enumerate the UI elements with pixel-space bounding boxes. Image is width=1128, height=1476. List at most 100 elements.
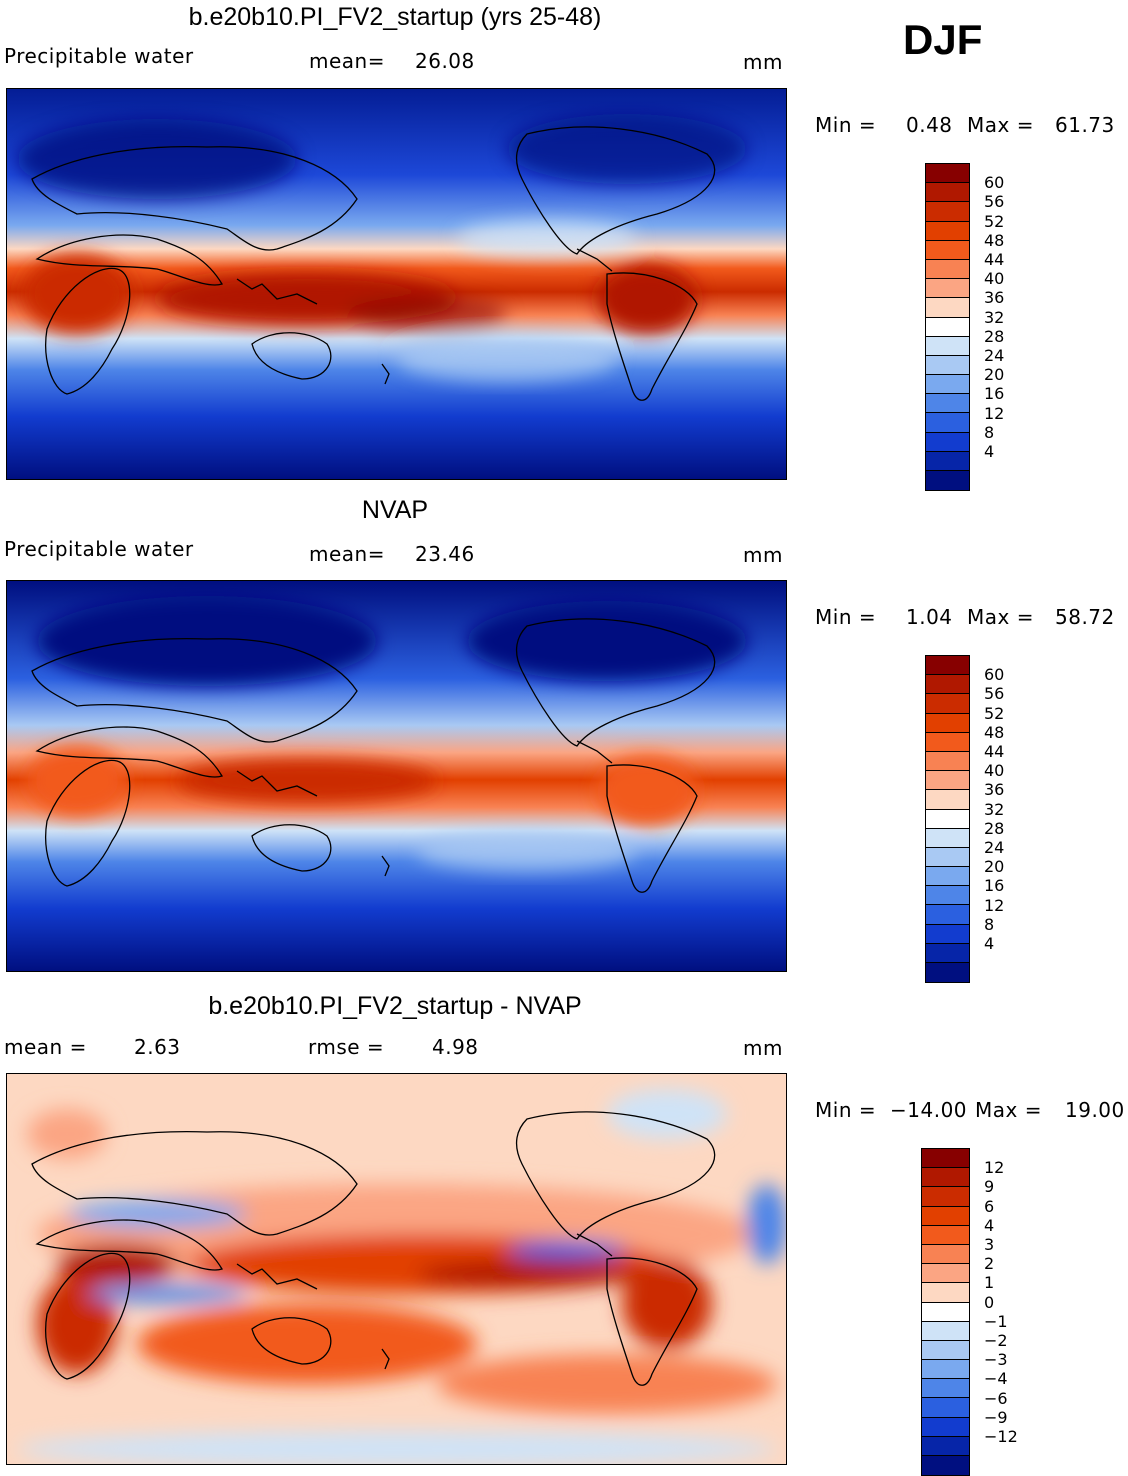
panel-3-rmse-value: 4.98 <box>432 1035 479 1059</box>
panel-2-colorbar <box>925 655 970 984</box>
colorbar-tick-label: 12 <box>984 895 1005 915</box>
colorbar-segment <box>926 202 969 222</box>
colorbar-segment <box>926 809 969 829</box>
panel-1-mean-label: mean= <box>309 49 385 73</box>
colorbar-segment <box>926 732 969 752</box>
colorbar-tick-label: 28 <box>984 326 1005 346</box>
colorbar-segment <box>926 471 969 491</box>
panel-2-units: mm <box>743 543 783 567</box>
colorbar-segment <box>926 221 969 241</box>
colorbar-tick-label: 24 <box>984 838 1005 857</box>
colorbar-tick-label: 48 <box>984 722 1005 742</box>
colorbar-segment <box>922 1168 969 1188</box>
colorbar-tick-label: 1 <box>984 1273 995 1293</box>
panel-3-min-value: −14.00 <box>890 1098 968 1122</box>
colorbar-segment <box>926 675 969 695</box>
colorbar-segment <box>926 656 969 676</box>
colorbar-tick-label: 60 <box>984 665 1005 685</box>
colorbar-segment <box>922 1417 969 1437</box>
colorbar-tick-label: 60 <box>984 173 1005 193</box>
colorbar-segment <box>926 751 969 772</box>
colorbar-tick-label: 6 <box>984 1196 995 1216</box>
colorbar-tick-label: 16 <box>984 876 1005 896</box>
colorbar-tick-label: 12 <box>984 1158 1005 1178</box>
colorbar-tick-label: 2 <box>984 1254 995 1274</box>
colorbar-tick-label: 56 <box>984 684 1005 704</box>
panel-2-max-value: 58.72 <box>1055 605 1115 629</box>
colorbar-segment <box>926 394 969 414</box>
colorbar-segment <box>926 298 969 318</box>
panel-1-variable-label: Precipitable water <box>4 44 194 68</box>
colorbar-tick-label: 44 <box>984 250 1005 269</box>
colorbar-tick-label: 52 <box>984 211 1005 231</box>
colorbar-tick-label: −4 <box>984 1369 1008 1389</box>
colorbar-segment <box>926 867 969 887</box>
colorbar-segment <box>922 1379 969 1399</box>
colorbar-tick-label: 32 <box>984 307 1005 327</box>
colorbar-segment <box>926 375 969 395</box>
colorbar-segment <box>922 1264 969 1284</box>
panel-3-mean-label: mean = <box>4 1035 87 1059</box>
panel-1-min-label: Min = <box>815 113 877 137</box>
colorbar-tick-label: 52 <box>984 703 1005 723</box>
colorbar-tick-label: 24 <box>984 346 1005 365</box>
panel-1-max-value: 61.73 <box>1055 113 1115 137</box>
colorbar-tick-label: −12 <box>984 1427 1018 1446</box>
colorbar-segment <box>926 355 969 376</box>
colorbar-tick-label: 40 <box>984 269 1005 289</box>
colorbar-segment <box>922 1225 969 1245</box>
colorbar-segment <box>922 1244 969 1265</box>
colorbar-tick-label: 9 <box>984 1177 995 1197</box>
colorbar-tick-label: −6 <box>984 1388 1008 1408</box>
colorbar-tick-label: 20 <box>984 857 1005 877</box>
season-label: DJF <box>903 16 983 63</box>
colorbar-segment <box>922 1340 969 1361</box>
colorbar-segment <box>926 905 969 925</box>
colorbar-segment <box>926 451 969 471</box>
colorbar-tick-label: 3 <box>984 1235 995 1254</box>
colorbar-segment <box>926 240 969 260</box>
colorbar-segment <box>926 847 969 868</box>
panel-3-units: mm <box>743 1036 783 1060</box>
colorbar-tick-label: 0 <box>984 1292 995 1312</box>
panel-3-min-label: Min = <box>815 1098 877 1122</box>
colorbar-segment <box>926 336 969 356</box>
colorbar-tick-label: −3 <box>984 1350 1008 1370</box>
colorbar-tick-label: 56 <box>984 192 1005 212</box>
colorbar-segment <box>926 924 969 944</box>
colorbar-tick-label: 4 <box>984 442 995 461</box>
panel-1-title: b.e20b10.PI_FV2_startup (yrs 25-48) <box>188 3 602 31</box>
colorbar-tick-label: 32 <box>984 799 1005 819</box>
colorbar-segment <box>926 183 969 203</box>
colorbar-tick-label: 40 <box>984 761 1005 781</box>
colorbar-tick-label: 44 <box>984 742 1005 761</box>
colorbar-tick-label: 8 <box>984 914 995 934</box>
colorbar-tick-label: 20 <box>984 365 1005 385</box>
colorbar-segment <box>926 164 969 184</box>
colorbar-segment <box>922 1302 969 1322</box>
colorbar-tick-label: 8 <box>984 422 995 442</box>
colorbar-segment <box>922 1456 969 1476</box>
colorbar-tick-label: 12 <box>984 403 1005 423</box>
coastlines <box>31 618 716 893</box>
colorbar-segment <box>926 279 969 299</box>
colorbar-segment <box>926 886 969 906</box>
panel-3-title: b.e20b10.PI_FV2_startup - NVAP <box>208 992 582 1020</box>
panel-1-max-label: Max = <box>967 113 1034 137</box>
colorbar-segment <box>926 828 969 848</box>
panel-2-mean-value: 23.46 <box>415 542 475 566</box>
panel-1-colorbar <box>925 163 970 492</box>
colorbar-tick-label: 36 <box>984 288 1005 308</box>
colorbar-segment <box>926 790 969 810</box>
panel-2-title: NVAP <box>361 496 429 524</box>
panel-2-min-value: 1.04 <box>906 605 953 629</box>
colorbar-segment <box>926 771 969 791</box>
coastlines <box>31 126 716 401</box>
panel-3-max-value: 19.00 <box>1065 1098 1125 1122</box>
colorbar-segment <box>922 1360 969 1380</box>
colorbar-tick-label: 28 <box>984 818 1005 838</box>
panel-2-mean-label: mean= <box>309 542 385 566</box>
panel-2-map <box>6 580 787 972</box>
panel-1-map <box>6 88 787 480</box>
panel-1-units: mm <box>743 50 783 74</box>
